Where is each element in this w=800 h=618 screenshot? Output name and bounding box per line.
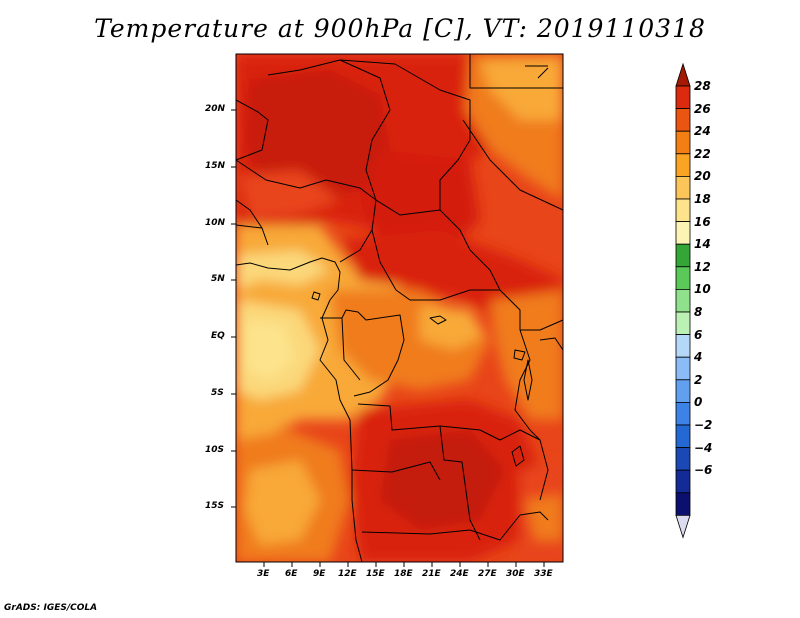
colorbar-box (675, 424, 691, 449)
lon-label: 9E (313, 569, 326, 579)
lat-label: 10N (205, 218, 226, 228)
credit-text: GrADS: IGES/COLA (4, 603, 98, 613)
lon-label: 24E (450, 569, 469, 579)
country-borders (235, 54, 564, 563)
lat-label: 10S (205, 445, 225, 455)
lat-label: 15S (205, 501, 225, 511)
colorbar-box (675, 221, 691, 245)
lat-label: 5N (211, 274, 225, 284)
lon-label: 33E (534, 569, 553, 579)
colorbar-box (675, 334, 691, 358)
colorbar-label: 24 (694, 124, 711, 139)
colorbar-bottom-triangle (675, 515, 691, 539)
colorbar-box (675, 153, 691, 177)
temperature-field (236, 54, 563, 562)
colorbar-box (675, 288, 691, 313)
colorbar-label: 10 (694, 282, 711, 297)
colorbar-box (675, 266, 691, 290)
colorbar-box (675, 311, 691, 336)
lon-label: 12E (338, 569, 357, 579)
colorbar-label: −2 (694, 418, 713, 432)
colorbar-top-triangle (675, 62, 691, 87)
colorbar-label: 8 (694, 305, 703, 319)
colorbar-box (675, 401, 691, 426)
colorbar-label: −4 (694, 440, 713, 455)
colorbar-box (675, 108, 691, 132)
plot-title: Temperature at 900hPa [C], VT: 201911031… (94, 14, 706, 43)
colorbar-label: 6 (694, 327, 703, 342)
colorbar-box (675, 356, 691, 381)
lon-label: 6E (285, 569, 298, 579)
colorbar-box (675, 469, 691, 494)
colorbar-label: 22 (694, 146, 711, 161)
colorbar-box (675, 243, 691, 268)
colorbar-box (675, 198, 691, 223)
colorbar-box (675, 447, 691, 471)
colorbar-box (675, 85, 691, 110)
colorbar-label: 12 (694, 259, 711, 274)
lon-label: 21E (422, 569, 441, 579)
colorbar-box (675, 175, 691, 200)
colorbar-label: 28 (694, 79, 711, 93)
lon-label: 18E (394, 569, 413, 579)
colorbar-label: 26 (694, 101, 711, 116)
lon-label: 15E (366, 569, 385, 579)
colorbar-label: 16 (694, 214, 711, 229)
lon-label: 3E (257, 569, 270, 579)
colorbar-label: 18 (694, 192, 711, 206)
colorbar-label: 14 (694, 237, 711, 252)
colorbar-label: 2 (694, 372, 703, 387)
colorbar-box (675, 492, 691, 516)
colorbar-label: 4 (694, 350, 703, 365)
lat-label: 20N (205, 104, 226, 114)
colorbar (675, 62, 691, 539)
lon-label: 30E (506, 569, 525, 579)
colorbar-box (675, 130, 691, 155)
lon-label: 27E (478, 569, 497, 579)
plot-frame (235, 53, 564, 563)
colorbar-box (675, 379, 691, 403)
lat-label: 5S (211, 388, 224, 398)
colorbar-label: 20 (694, 169, 711, 184)
colorbar-label: −6 (694, 463, 713, 478)
lat-label: EQ (211, 331, 225, 341)
lat-label: 15N (205, 161, 226, 171)
axis-ticks (231, 109, 545, 567)
colorbar-label: 0 (694, 395, 703, 410)
